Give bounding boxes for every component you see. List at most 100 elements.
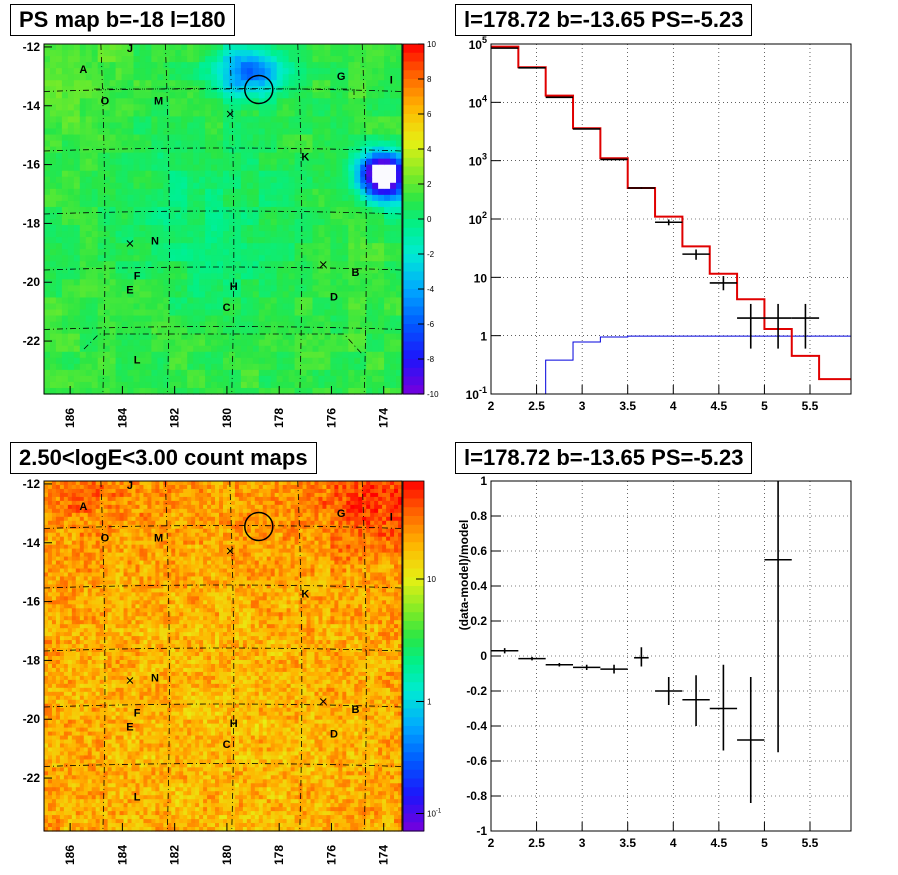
heat-cell	[91, 656, 97, 661]
heat-cell	[157, 219, 164, 226]
heat-cell	[97, 122, 105, 130]
heat-cell	[193, 140, 200, 148]
heat-cell	[348, 146, 355, 154]
heat-cell	[79, 62, 87, 69]
heat-cell	[87, 596, 93, 601]
heat-cell	[151, 86, 158, 93]
heat-cell	[342, 231, 349, 238]
heat-cell	[258, 74, 266, 81]
heat-cell	[51, 727, 57, 733]
heat-cell	[264, 104, 272, 111]
color-scale-segment	[403, 157, 424, 168]
heat-cell	[49, 44, 57, 51]
heat-cell	[300, 50, 308, 57]
heat-cell	[145, 375, 152, 383]
heat-cell	[205, 267, 212, 274]
heat-cell	[71, 600, 77, 605]
heat-cell	[71, 504, 77, 510]
heat-cell	[91, 237, 99, 244]
heat-cell	[217, 134, 224, 142]
heat-cell	[109, 104, 117, 111]
heat-cell	[342, 339, 349, 347]
heat-cell	[175, 98, 182, 105]
heat-cell	[223, 237, 230, 244]
heat-cell	[109, 345, 117, 353]
heat-cell	[396, 357, 403, 365]
heat-cell	[372, 285, 379, 293]
heat-cell	[83, 632, 89, 637]
heat-cell	[372, 363, 379, 371]
grid-line-meridian	[229, 43, 235, 395]
heat-cell	[342, 273, 349, 280]
heat-cell	[103, 212, 111, 220]
heat-cell	[51, 484, 57, 490]
heat-cell	[67, 787, 73, 792]
heat-cell	[228, 80, 236, 87]
heat-cell	[169, 363, 176, 371]
heat-cell	[396, 98, 403, 105]
heat-cell	[133, 315, 141, 323]
heat-cell	[270, 116, 278, 124]
heat-cell	[47, 695, 53, 701]
heat-cell	[87, 624, 93, 629]
heat-cell	[55, 751, 61, 757]
heat-cell	[372, 176, 379, 184]
heat-cell	[139, 92, 147, 99]
heat-cell	[193, 44, 200, 51]
heat-cell	[372, 92, 379, 99]
heat-cell	[91, 799, 97, 804]
grid-line-meridian	[361, 43, 367, 395]
heat-cell	[384, 62, 391, 69]
heat-cell	[67, 92, 75, 99]
heat-cell	[193, 176, 200, 184]
x-tick-label: 186	[63, 408, 77, 428]
heat-cell	[360, 249, 367, 256]
heat-cell	[217, 116, 224, 124]
heat-cell	[67, 164, 75, 172]
heat-cell	[67, 182, 75, 190]
heat-cell	[44, 536, 49, 542]
heat-cell	[169, 321, 176, 329]
heat-cell	[193, 86, 200, 93]
heat-cell	[211, 219, 218, 226]
heat-cell	[95, 640, 101, 645]
heat-cell	[44, 747, 49, 753]
heat-cell	[55, 775, 61, 780]
heat-cell	[79, 231, 87, 238]
heat-cell	[115, 152, 123, 160]
heat-cell	[44, 636, 49, 641]
heat-cell	[91, 671, 97, 677]
heat-cell	[193, 170, 200, 178]
heat-cell	[276, 381, 284, 389]
heat-cell	[384, 267, 391, 274]
heat-cell	[157, 333, 164, 341]
heat-cell	[103, 620, 109, 625]
heat-cell	[63, 819, 69, 824]
heat-cell	[246, 140, 254, 148]
heat-cell	[264, 375, 272, 383]
heat-cell	[360, 219, 367, 226]
heat-cell	[193, 128, 200, 136]
heat-cell	[336, 231, 343, 238]
heat-cell	[55, 556, 61, 562]
heat-cell	[205, 98, 212, 105]
heat-cell	[157, 351, 164, 359]
heat-cell	[199, 273, 206, 280]
heat-cell	[95, 667, 101, 673]
heat-cell	[348, 128, 355, 136]
heat-cell	[51, 636, 57, 641]
heat-cell	[71, 715, 77, 721]
heat-cell	[103, 564, 109, 570]
heat-cell	[306, 327, 314, 335]
heat-cell	[258, 363, 266, 371]
heat-cell	[205, 339, 212, 347]
heat-cell	[91, 512, 97, 518]
heat-cell	[91, 528, 97, 534]
heat-cell	[205, 182, 212, 190]
heat-cell	[55, 92, 63, 99]
heat-cell	[79, 508, 85, 514]
heat-cell	[44, 321, 51, 329]
heat-cell	[330, 249, 337, 256]
heat-cell	[51, 663, 57, 669]
heat-cell	[95, 727, 101, 733]
